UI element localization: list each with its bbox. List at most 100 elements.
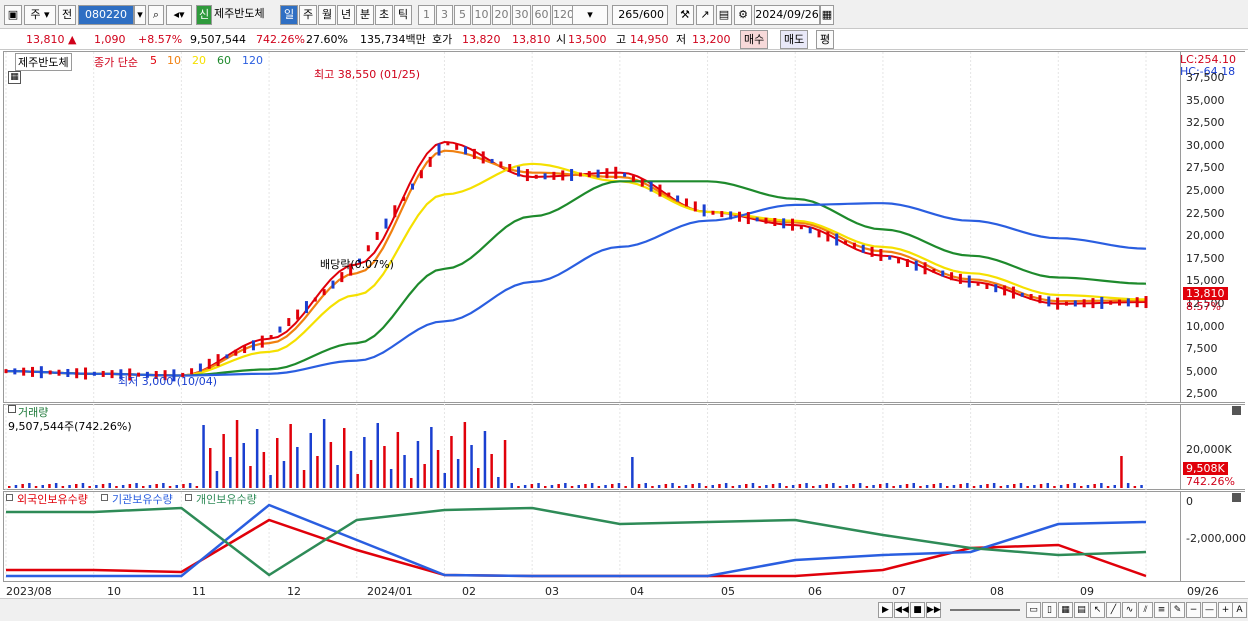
- tick-count-6[interactable]: 60: [532, 5, 551, 25]
- minus-icon[interactable]: —: [1202, 602, 1217, 618]
- tick-count-5[interactable]: 30: [512, 5, 531, 25]
- window-menu-icon[interactable]: ▣: [4, 5, 22, 25]
- x-axis-tick: 2023/08: [6, 585, 52, 598]
- period-tab-2[interactable]: 월: [318, 5, 336, 25]
- eval-button[interactable]: 평: [816, 30, 835, 49]
- cursor-icon[interactable]: ↖: [1090, 602, 1105, 618]
- candle-mark: [870, 246, 874, 257]
- fast-forward-icon[interactable]: ▶▶: [926, 602, 941, 618]
- channel-icon[interactable]: ⫽: [1138, 602, 1153, 618]
- volume-bar: [724, 483, 728, 488]
- current-price: 13,810: [26, 33, 65, 46]
- candle-mark: [101, 370, 105, 377]
- legend-checkbox-2[interactable]: [185, 494, 192, 501]
- volume-bar: [570, 486, 574, 488]
- stock-code-input[interactable]: 080220: [78, 5, 134, 25]
- gear-icon[interactable]: ⚙: [734, 5, 752, 25]
- chart-name-box[interactable]: 제주반도체: [15, 53, 72, 71]
- zoom-out-icon[interactable]: −: [1186, 602, 1201, 618]
- save-icon[interactable]: ▤: [716, 5, 732, 25]
- volume-bar: [865, 486, 869, 488]
- volume-bar: [349, 451, 353, 488]
- period-tab-3[interactable]: 년: [337, 5, 355, 25]
- tick-count-0[interactable]: 1: [418, 5, 435, 25]
- volume-panel[interactable]: [3, 404, 1181, 490]
- period-tab-5[interactable]: 초: [375, 5, 393, 25]
- x-axis-tick: 10: [107, 585, 121, 598]
- fast-back-icon[interactable]: ◀◀: [894, 602, 909, 618]
- price-panel[interactable]: [3, 51, 1181, 403]
- date-input[interactable]: 2024/09/26: [754, 5, 820, 25]
- table-icon[interactable]: ▤: [1074, 602, 1089, 618]
- volume-bar: [644, 483, 647, 488]
- period-tab-0[interactable]: 일: [280, 5, 298, 25]
- ma-period-0[interactable]: 5: [150, 54, 157, 67]
- tick-count-1[interactable]: 3: [436, 5, 453, 25]
- fib-icon[interactable]: ≡: [1154, 602, 1169, 618]
- panel-collapse-icon[interactable]: [8, 405, 16, 413]
- ma-period-2[interactable]: 20: [192, 54, 206, 67]
- volume-bar: [21, 484, 24, 488]
- candle-mark: [552, 171, 556, 180]
- line-tool-icon[interactable]: ↗: [696, 5, 714, 25]
- volume-bar: [885, 483, 889, 488]
- candle-mark: [110, 370, 114, 379]
- trend-icon[interactable]: ╱: [1106, 602, 1121, 618]
- legend-checkbox-1[interactable]: [101, 494, 108, 501]
- layout2-icon[interactable]: ▯: [1042, 602, 1057, 618]
- layout-icon[interactable]: ▭: [1026, 602, 1041, 618]
- tick-count-4[interactable]: 20: [492, 5, 511, 25]
- candle-mark: [852, 242, 856, 249]
- sell-button[interactable]: 매도: [780, 30, 809, 49]
- stop-icon[interactable]: ■: [910, 602, 925, 618]
- speaker-icon[interactable]: ◂▾: [166, 5, 192, 25]
- volume-bar: [825, 484, 828, 488]
- period-tab-4[interactable]: 분: [356, 5, 374, 25]
- volume-bar: [584, 484, 587, 488]
- count-field[interactable]: 265/600: [612, 5, 668, 25]
- candle-mark: [154, 371, 158, 380]
- holdings-panel[interactable]: [3, 491, 1181, 582]
- volume-bar: [490, 454, 493, 488]
- tick-count-2[interactable]: 5: [454, 5, 471, 25]
- calendar-icon[interactable]: ▦: [820, 5, 834, 25]
- eraser-icon[interactable]: ✎: [1170, 602, 1185, 618]
- ma-period-4[interactable]: 120: [242, 54, 263, 67]
- compare-icon[interactable]: ▦: [1058, 602, 1073, 618]
- volume-bar: [14, 485, 18, 488]
- code-dropdown-icon[interactable]: ▾: [134, 5, 146, 25]
- prev-button[interactable]: 전: [58, 5, 76, 25]
- legend-checkbox-0[interactable]: [6, 494, 13, 501]
- candle-mark: [994, 284, 998, 293]
- candle-mark: [932, 268, 936, 273]
- chart-type-icon[interactable]: ⚒: [676, 5, 694, 25]
- market-type-select[interactable]: 주 ▾: [24, 5, 56, 25]
- search-icon[interactable]: ⌕: [148, 5, 164, 25]
- candle-mark: [508, 164, 512, 173]
- candle-mark: [490, 158, 494, 163]
- ma-line-10: [5, 149, 1146, 377]
- volume-bar: [8, 486, 11, 488]
- volume-bar: [892, 486, 895, 488]
- period-tab-6[interactable]: 틱: [394, 5, 412, 25]
- count-dropdown[interactable]: ▾: [572, 5, 608, 25]
- volume-bar: [617, 483, 621, 488]
- price-y-tick: 32,500: [1186, 116, 1225, 130]
- tick-count-3[interactable]: 10: [472, 5, 491, 25]
- volume-bar: [182, 484, 185, 488]
- zoom-in-icon[interactable]: +: [1218, 602, 1233, 618]
- zoom-slider[interactable]: [950, 609, 1020, 611]
- font-icon[interactable]: A: [1232, 602, 1247, 618]
- close-icon[interactable]: [1232, 406, 1241, 415]
- buy-button[interactable]: 매수: [740, 30, 769, 49]
- close-icon[interactable]: [1232, 493, 1241, 502]
- ma-period-3[interactable]: 60: [217, 54, 231, 67]
- scroll-right-icon[interactable]: ▶: [878, 602, 893, 618]
- period-tab-1[interactable]: 주: [299, 5, 317, 25]
- candle-mark: [1117, 299, 1121, 306]
- ma-line-5: [5, 140, 1147, 377]
- ma-period-1[interactable]: 10: [167, 54, 181, 67]
- wave-icon[interactable]: ∿: [1122, 602, 1137, 618]
- grid-icon[interactable]: ▦: [8, 71, 21, 84]
